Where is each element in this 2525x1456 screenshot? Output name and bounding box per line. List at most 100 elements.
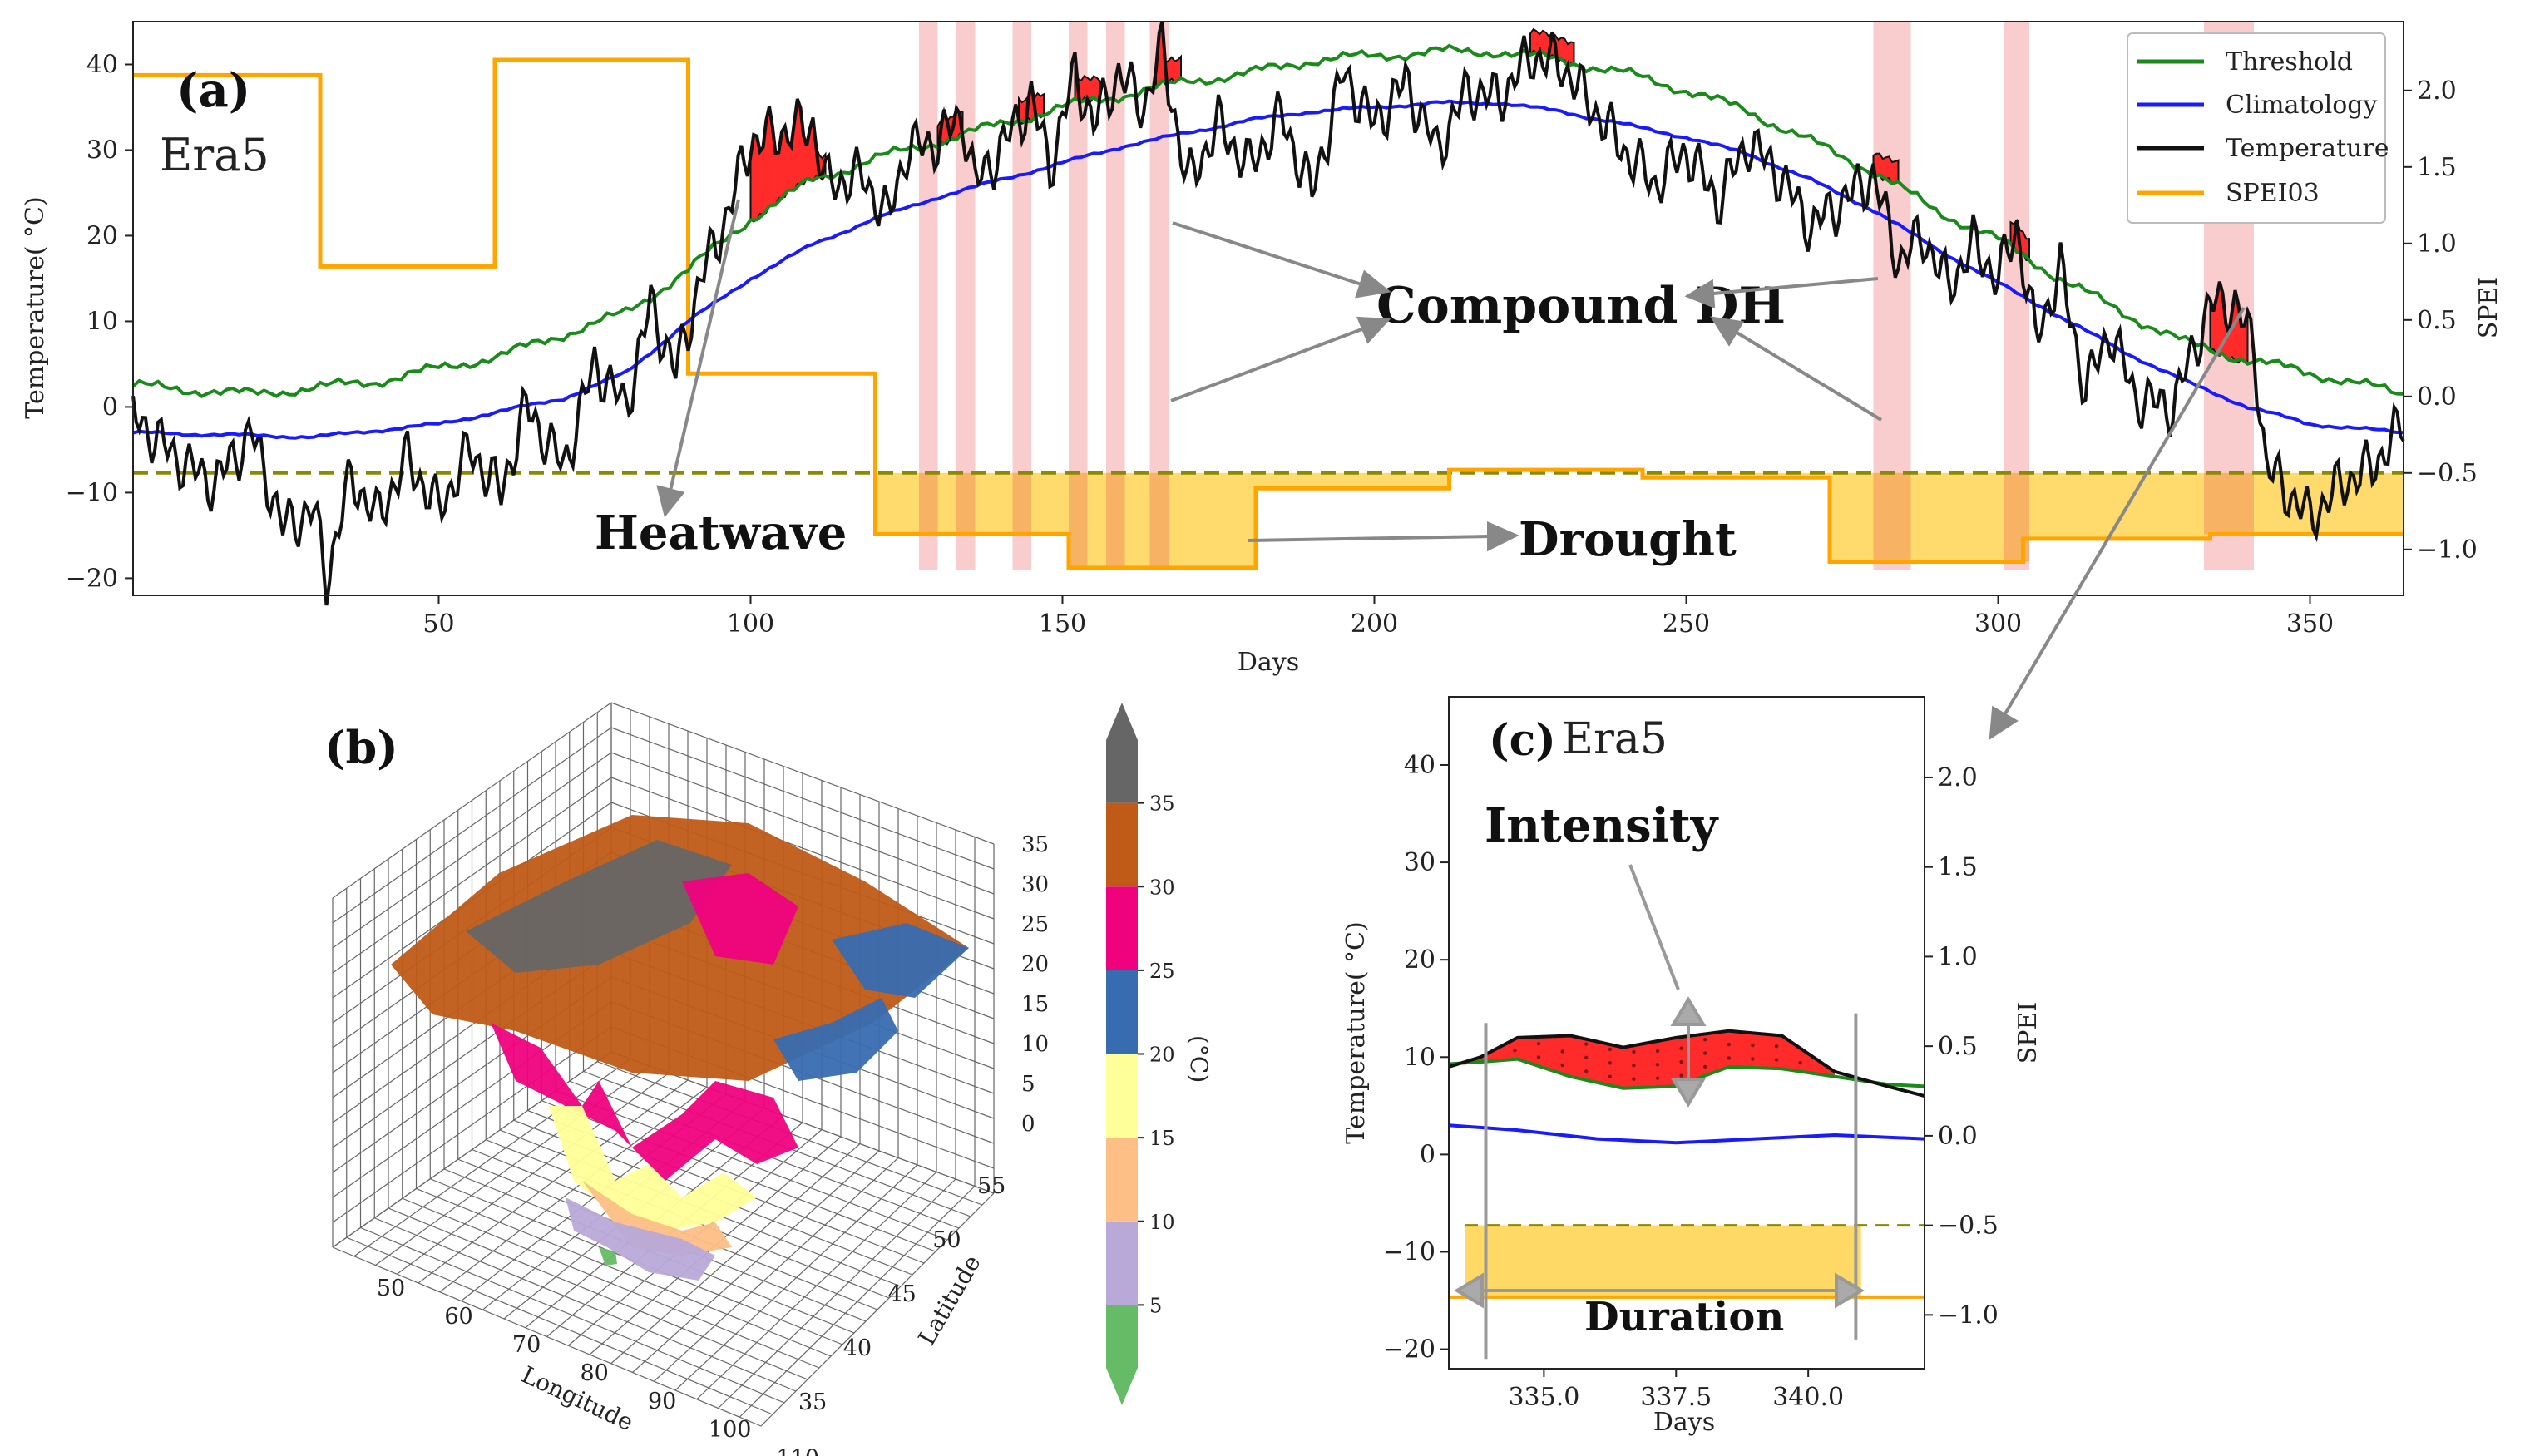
c-climatology-line — [1448, 1123, 1925, 1145]
b-xtick-label-0: 50 — [377, 1276, 405, 1301]
b-cbtick-label-5: 30 — [1149, 876, 1175, 899]
compound-overlap-5 — [1149, 472, 1169, 568]
b-zticks: 0 5 10 15 20 25 30 35 — [1021, 832, 1049, 1137]
a-y2tick-label-3: 0.5 — [2417, 306, 2457, 335]
a-ytick-label-2: 0 — [102, 392, 118, 422]
b-ztick-label-4: 20 — [1021, 952, 1049, 977]
intensity-label: Intensity — [1485, 798, 1719, 853]
b-surface-patch-3 — [832, 923, 969, 998]
c-hatch-dot-11 — [1632, 1077, 1636, 1081]
a-y2tick-label-6: 2.0 — [2417, 77, 2457, 106]
c-ytick-label-0: −20 — [1383, 1335, 1435, 1365]
c-xtick-label-2: 340.0 — [1772, 1383, 1844, 1412]
c-hatch-dot-25 — [1751, 1057, 1755, 1061]
c-hatch-dot-2 — [1536, 1041, 1541, 1046]
legend-threshold: Threshold — [2226, 47, 2353, 77]
a-xtick-label-3: 200 — [1351, 610, 1398, 639]
b-xtick-label-3: 80 — [580, 1360, 608, 1386]
c-xtick-label-1: 337.5 — [1640, 1383, 1712, 1412]
c-hatch-dot-22 — [1703, 1037, 1707, 1042]
b-floor-line-a15 — [653, 1157, 899, 1382]
heatwave-label: Heatwave — [595, 506, 847, 560]
compound-overlap-8 — [2204, 472, 2254, 535]
b-cbtick-label-0: 5 — [1149, 1294, 1162, 1317]
a-temperature-line — [131, 20, 2405, 606]
b-panel-label: (b) — [324, 721, 398, 774]
c-temperature-line — [1448, 1029, 1925, 1098]
a-dataset-label: Era5 — [160, 129, 269, 181]
b-colorbar-seg-7 — [1106, 703, 1138, 803]
a-y2tick-label-0: −1.0 — [2417, 536, 2478, 565]
legend-temperature: Temperature — [2226, 134, 2389, 163]
b-lwall-h12 — [332, 752, 612, 949]
c-hatch-dot-0 — [1513, 1049, 1517, 1053]
b-ytick-label-0: 35 — [798, 1389, 827, 1415]
b-cbtick-label-2: 15 — [1149, 1127, 1175, 1150]
heatwave-fill-0 — [749, 98, 827, 223]
c-hatch-dot-9 — [1608, 1061, 1613, 1065]
a-y2ticks: −1.0 −0.5 0.0 0.5 1.0 1.5 2.0 — [2404, 77, 2478, 565]
b-xtick-label-2: 70 — [512, 1332, 541, 1358]
b-ytick-label-1: 40 — [843, 1335, 872, 1361]
c-hatch-dot-21 — [1703, 1051, 1707, 1055]
b-colorbar-seg-3 — [1106, 1054, 1138, 1138]
c-ytick-label-1: −10 — [1383, 1237, 1435, 1266]
b-cbtick-label-4: 25 — [1149, 960, 1175, 983]
c-axes-frame — [1448, 696, 1925, 1370]
c-ytick-label-4: 20 — [1404, 945, 1435, 975]
a-xlabel: Days — [1238, 648, 1299, 677]
c-yticks: −20 −10 0 10 20 30 40 — [1383, 751, 1449, 1365]
drought-fill-12 — [1256, 472, 1450, 489]
drought-fill-18 — [1830, 472, 2023, 562]
b-ylabel: Latitude — [912, 1251, 986, 1350]
c-hatch-dot-26 — [1751, 1043, 1755, 1048]
b-floor-line-a18 — [718, 1178, 956, 1409]
c-y2tick-label-4: 1.0 — [1938, 942, 1978, 971]
compound-overlap-7 — [2004, 472, 2029, 562]
b-colorbar-seg-6 — [1106, 802, 1138, 887]
b-colorbar-seg-0 — [1106, 1305, 1138, 1405]
c-hatch-dot-17 — [1679, 1073, 1683, 1078]
c-intensity-fill — [1449, 1030, 1835, 1088]
panel-b: (b) 50 60 70 80 90 100 110 35 40 45 50 55 0 5 10 15 20… — [324, 702, 1213, 1456]
c-y2ticks: −1.0 −0.5 0.0 0.5 1.0 1.5 2.0 — [1925, 763, 1999, 1330]
a-xtick-label-2: 150 — [1039, 610, 1086, 639]
b-xtick-label-1: 60 — [444, 1304, 472, 1330]
c-hatch-dot-1 — [1536, 1055, 1541, 1059]
c-dataset-label: Era5 — [1562, 714, 1668, 764]
c-ytick-label-5: 30 — [1404, 848, 1435, 877]
a-spei-fill — [875, 472, 2404, 568]
b-ytick-label-3: 50 — [932, 1227, 961, 1253]
a-xtick-label-4: 250 — [1663, 610, 1710, 639]
c-hatch-dot-20 — [1703, 1064, 1707, 1069]
a-y2label: SPEI — [2474, 277, 2503, 339]
duration-label: Duration — [1584, 1294, 1784, 1340]
a-threshold-line — [131, 43, 2404, 399]
c-y2tick-label-1: −0.5 — [1938, 1212, 1999, 1241]
a-ylabel: Temperature( °C) — [21, 196, 50, 418]
b-ztick-label-3: 15 — [1021, 992, 1049, 1017]
compound-overlap-1 — [956, 472, 976, 535]
b-surface-patch-1 — [466, 840, 732, 973]
c-hatch-dot-24 — [1727, 1042, 1732, 1047]
b-surface-patch-0 — [391, 815, 969, 1081]
b-floor-line-a14 — [632, 1150, 880, 1373]
b-lwall-h11 — [332, 777, 612, 974]
b-ztick-label-2: 10 — [1021, 1032, 1049, 1057]
b-floor-line-a13 — [610, 1143, 861, 1365]
panel-c: 335.0 337.5 340.0 −20 −10 0 10 20 30 40 −1.0 −0.5… — [1342, 696, 2043, 1437]
a-ytick-label-0: −20 — [66, 564, 118, 593]
compound-overlap-4 — [1106, 472, 1125, 568]
c-ylabel: Temperature( °C) — [1342, 921, 1371, 1143]
c-hatch-dot-16 — [1655, 1049, 1660, 1054]
a-xtick-label-6: 350 — [2286, 610, 2334, 639]
a-legend: Threshold Climatology Temperature SPEI03 — [2127, 32, 2389, 224]
b-xtick-label-4: 90 — [648, 1389, 676, 1414]
c-xlabel: Days — [1653, 1408, 1715, 1437]
b-lwall-h1 — [332, 1026, 612, 1223]
a-ytick-label-6: 40 — [86, 50, 118, 79]
b-ztick-label-1: 5 — [1021, 1072, 1035, 1097]
legend-climatology: Climatology — [2226, 91, 2377, 120]
c-hatch-dot-13 — [1632, 1049, 1636, 1054]
c-ytick-label-3: 10 — [1404, 1043, 1435, 1072]
